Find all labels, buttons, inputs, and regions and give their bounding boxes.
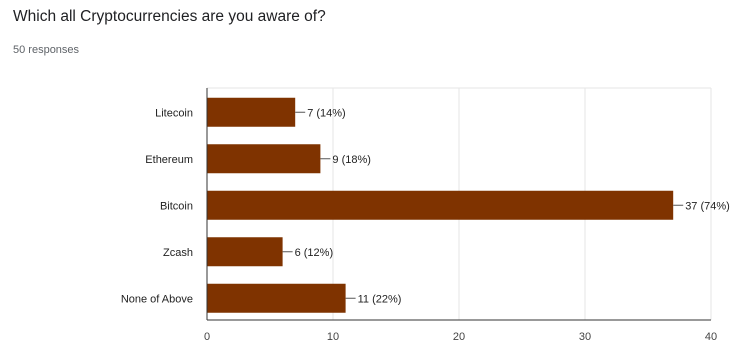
labels: 0 10 20 30 40 Litecoin 7 (14%) Ethereum 9 (18%) B… xyxy=(121,107,730,343)
bar-bitcoin xyxy=(207,190,674,220)
x-tick-label: 0 xyxy=(204,331,210,343)
x-tick-label: 10 xyxy=(327,331,339,343)
bar-litecoin xyxy=(207,97,296,127)
category-label: Ethereum xyxy=(145,154,193,166)
axes xyxy=(206,88,711,321)
x-tick-label: 30 xyxy=(579,331,591,343)
category-label: Litecoin xyxy=(155,107,193,119)
x-tick-label: 40 xyxy=(705,331,717,343)
bars xyxy=(207,97,674,313)
data-label: 6 (12%) xyxy=(295,247,334,259)
question-title: Which all Cryptocurrencies are you aware… xyxy=(13,8,326,25)
category-label: Zcash xyxy=(163,247,193,259)
bar-none-of-above xyxy=(207,283,346,313)
data-label: 9 (18%) xyxy=(332,154,371,166)
bar-ethereum xyxy=(207,144,321,174)
response-count: 50 responses xyxy=(13,44,80,56)
category-label: None of Above xyxy=(121,293,193,305)
data-label: 11 (22%) xyxy=(358,293,402,305)
data-label: 37 (74%) xyxy=(685,200,730,212)
bar-zcash xyxy=(207,237,283,267)
x-tick-label: 20 xyxy=(453,331,465,343)
data-label: 7 (14%) xyxy=(307,107,346,119)
category-label: Bitcoin xyxy=(160,200,193,212)
